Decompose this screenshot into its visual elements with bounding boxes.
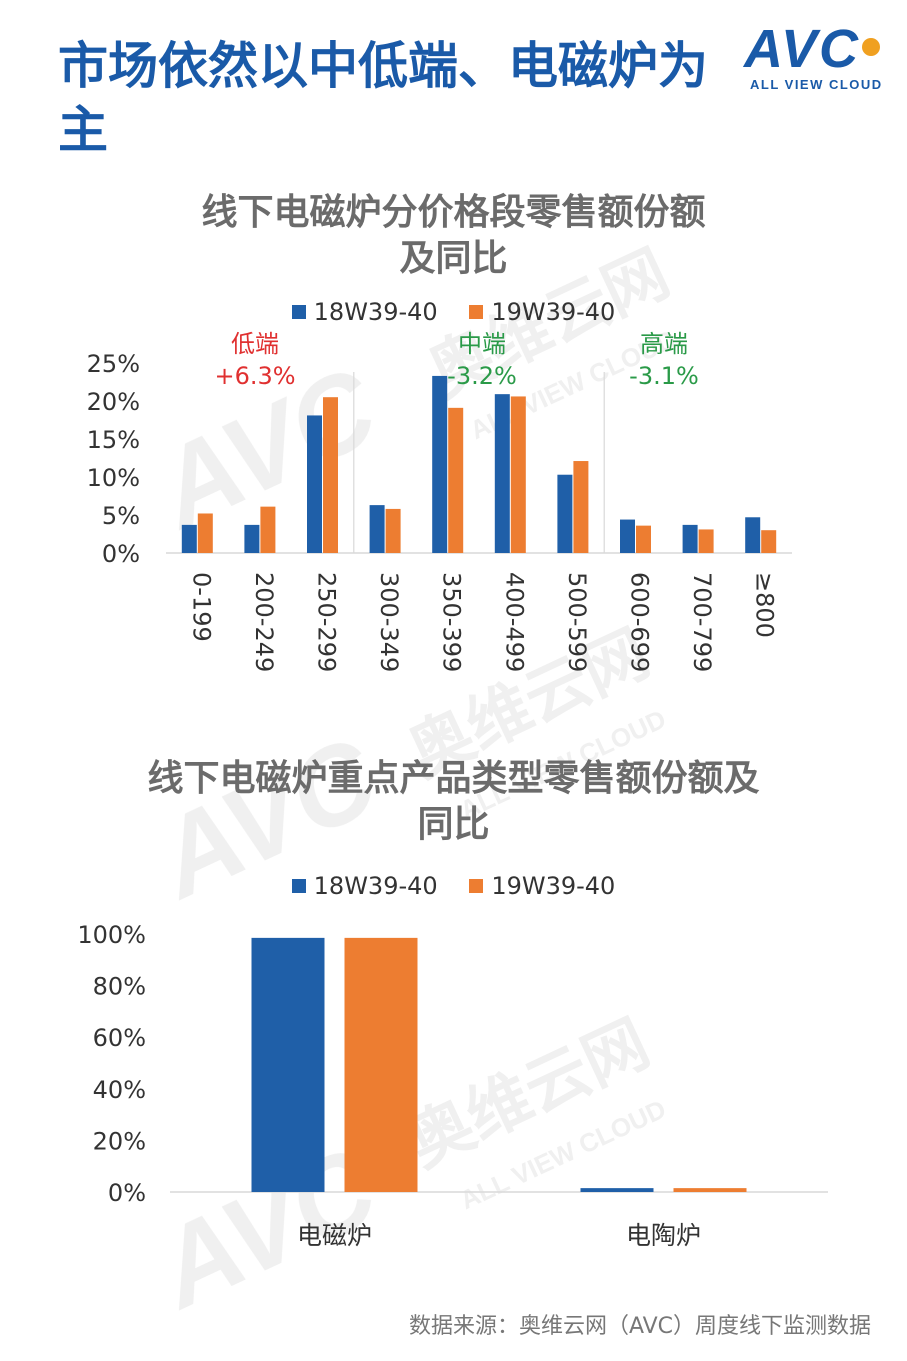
- bar-series2: [448, 407, 464, 553]
- y-tick-label: 25%: [87, 350, 140, 378]
- bar-series2: [323, 397, 338, 553]
- bar-series2: [673, 1188, 747, 1192]
- legend-item-series2: 19W39-40: [469, 872, 615, 900]
- bar-series1: [557, 474, 573, 553]
- data-source-note: 数据来源：奥维云网（AVC）周度线下监测数据: [408, 1314, 871, 1339]
- legend-label: 19W39-40: [491, 872, 616, 900]
- chart2-legend: 18W39-40 19W39-40: [0, 872, 907, 900]
- bar-series1: [181, 524, 197, 553]
- bar-series1: [307, 415, 322, 553]
- segment-change: +6.3%: [214, 362, 295, 390]
- bar-series2: [197, 513, 213, 553]
- logo-subtitle: ALL VIEW CLOUD: [750, 77, 883, 92]
- x-tick-label: 400-499: [500, 572, 528, 672]
- segment-label: 低端: [231, 330, 279, 358]
- y-tick-label: 80%: [93, 973, 146, 1001]
- legend-swatch-blue: [291, 305, 306, 319]
- bar-series2: [260, 506, 276, 553]
- x-tick-label: ≥800: [751, 572, 779, 638]
- chart1-legend: 18W39-40 19W39-40: [0, 298, 907, 326]
- segment-change: -3.1%: [629, 362, 699, 390]
- legend-item-series1: 18W39-40: [291, 872, 438, 900]
- segment-change: -3.2%: [447, 362, 517, 390]
- x-tick-label: 300-349: [375, 572, 403, 672]
- y-tick-label: 15%: [87, 426, 140, 454]
- bar-series1: [369, 505, 385, 553]
- y-tick-label: 60%: [93, 1024, 146, 1052]
- x-tick-label: 0-199: [187, 572, 215, 642]
- legend-label: 19W39-40: [491, 298, 616, 326]
- x-tick-label: 200-249: [250, 572, 278, 672]
- avc-logo: AVC ALL VIEW CLOUD: [744, 22, 894, 92]
- y-tick-label: 5%: [102, 502, 140, 530]
- x-tick-label: 电磁炉: [297, 1221, 372, 1250]
- legend-swatch-orange: [469, 305, 484, 319]
- legend-swatch-orange: [469, 879, 484, 893]
- legend-item-series2: 19W39-40: [469, 298, 615, 326]
- bar-series2: [510, 396, 526, 553]
- bar-series2: [761, 530, 777, 553]
- x-tick-label: 600-699: [626, 572, 654, 672]
- bar-series1: [745, 517, 761, 553]
- legend-label: 18W39-40: [313, 298, 438, 326]
- bar-series2: [344, 937, 418, 1192]
- legend-label: 18W39-40: [313, 872, 438, 900]
- x-tick-label: 250-299: [313, 572, 341, 672]
- bar-series2: [698, 529, 714, 553]
- bar-series2: [385, 508, 401, 553]
- bar-series1: [432, 375, 448, 553]
- y-tick-label: 10%: [87, 464, 140, 492]
- x-tick-label: 500-599: [563, 572, 591, 672]
- x-tick-label: 700-799: [688, 572, 716, 672]
- bar-series2: [636, 525, 651, 553]
- segment-label: 中端: [458, 330, 506, 358]
- x-tick-label: 电陶炉: [626, 1221, 701, 1250]
- logo-text: AVC: [744, 19, 861, 79]
- y-tick-label: 20%: [93, 1127, 146, 1155]
- chart2-title: 线下电磁炉重点产品类型零售额份额及同比: [147, 758, 760, 845]
- bar-series1: [580, 1188, 654, 1192]
- y-tick-label: 20%: [87, 388, 140, 416]
- bar-series1: [494, 394, 510, 553]
- y-tick-label: 0%: [102, 540, 140, 568]
- bar-series1: [682, 524, 698, 553]
- y-tick-label: 0%: [108, 1179, 146, 1207]
- chart1-title: 线下电磁炉分价格段零售额份额及同比: [201, 192, 706, 279]
- bar-series1: [620, 519, 635, 553]
- legend-item-series1: 18W39-40: [291, 298, 438, 326]
- logo-dot-icon: [862, 38, 880, 56]
- page-headline: 市场依然以中低端、电磁炉为主: [58, 37, 708, 159]
- y-tick-label: 100%: [77, 921, 146, 949]
- legend-swatch-blue: [291, 879, 306, 893]
- x-tick-label: 350-399: [438, 572, 466, 672]
- bar-series2: [573, 461, 589, 553]
- y-tick-label: 40%: [93, 1076, 146, 1104]
- bar-series1: [244, 524, 260, 553]
- charts-canvas: 0% 5% 10% 15% 20% 25% 0-199 200-249 250-299 300-3…: [77, 330, 828, 1250]
- bar-series1: [251, 937, 325, 1192]
- segment-label: 高端: [640, 330, 688, 358]
